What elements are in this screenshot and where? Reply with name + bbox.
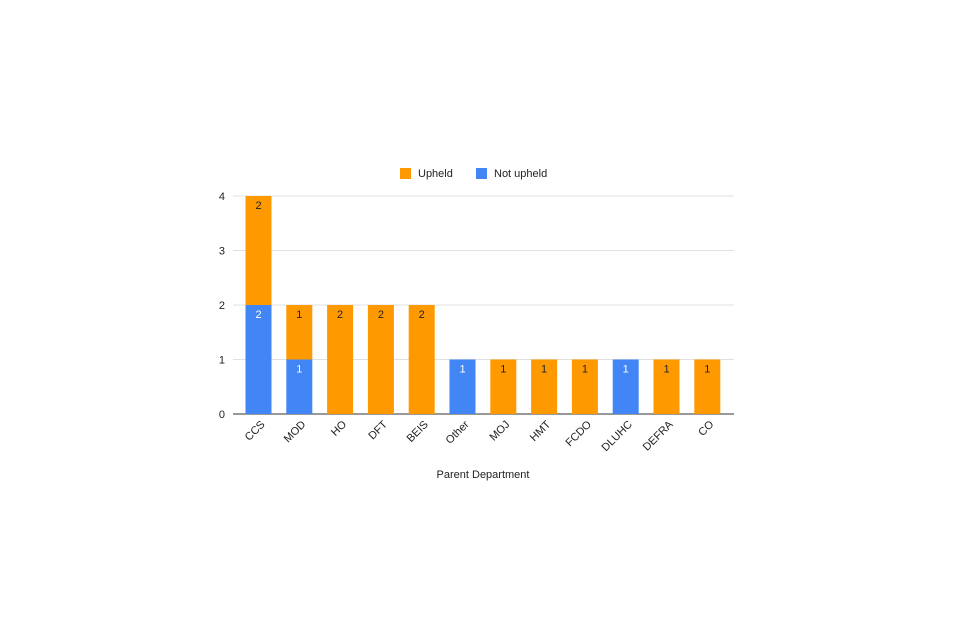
y-tick-label: 4 bbox=[219, 191, 225, 203]
data-label: 1 bbox=[296, 364, 302, 376]
bar-not-upheld bbox=[245, 305, 272, 414]
x-tick-label: Other bbox=[444, 418, 472, 446]
x-tick-label: DLUHC bbox=[600, 419, 635, 454]
x-axis-ticks: CCS MOD HO DFT BEIS Other MOJ HMT FCDO DLUHC DEFRA… bbox=[243, 418, 717, 454]
x-tick-label: BEIS bbox=[405, 419, 431, 445]
bars: 2 2 1 1 2 2 2 1 1 1 1 1 1 1 bbox=[245, 196, 721, 414]
legend-swatch bbox=[476, 168, 487, 179]
bar-upheld bbox=[490, 359, 517, 414]
gridlines bbox=[233, 195, 734, 415]
data-label: 2 bbox=[378, 309, 384, 321]
bar-upheld bbox=[327, 305, 354, 414]
bar-upheld bbox=[653, 359, 680, 414]
bar-upheld bbox=[367, 305, 394, 414]
bar-upheld bbox=[531, 359, 558, 414]
bar-upheld bbox=[571, 359, 598, 414]
y-tick-label: 2 bbox=[219, 300, 225, 312]
data-label: 1 bbox=[296, 309, 302, 321]
data-label: 1 bbox=[704, 364, 710, 376]
data-label: 1 bbox=[623, 364, 629, 376]
bar-not-upheld bbox=[449, 359, 476, 414]
y-tick-label: 0 bbox=[219, 409, 225, 421]
legend-label: Not upheld bbox=[494, 168, 547, 180]
bar-not-upheld bbox=[612, 359, 639, 414]
x-tick-label: DEFRA bbox=[641, 418, 676, 453]
x-tick-label: CCS bbox=[243, 419, 268, 444]
bar-upheld bbox=[408, 305, 435, 414]
x-tick-label: HMT bbox=[528, 418, 554, 444]
data-label: 2 bbox=[337, 309, 343, 321]
data-label: 2 bbox=[255, 309, 261, 321]
data-label: 2 bbox=[419, 309, 425, 321]
x-tick-label: DFT bbox=[366, 418, 390, 442]
y-axis-ticks: 0 1 2 3 4 bbox=[219, 191, 225, 421]
x-tick-label: FCDO bbox=[563, 418, 594, 449]
data-label: 1 bbox=[500, 364, 506, 376]
legend-label: Upheld bbox=[418, 168, 453, 180]
bar-upheld bbox=[694, 359, 721, 414]
data-label: 1 bbox=[459, 364, 465, 376]
bar-not-upheld bbox=[286, 359, 313, 414]
bar-upheld bbox=[286, 305, 313, 360]
y-tick-label: 1 bbox=[219, 355, 225, 367]
data-label: 2 bbox=[255, 200, 261, 212]
legend-swatch bbox=[400, 168, 411, 179]
data-label: 1 bbox=[582, 364, 588, 376]
data-label: 1 bbox=[541, 364, 547, 376]
x-tick-label: MOD bbox=[282, 419, 309, 446]
x-tick-label: HO bbox=[329, 418, 349, 438]
data-label: 1 bbox=[663, 364, 669, 376]
x-tick-label: MOJ bbox=[488, 419, 513, 444]
x-tick-label: CO bbox=[696, 418, 716, 438]
legend: Upheld Not upheld bbox=[400, 168, 547, 180]
y-tick-label: 3 bbox=[219, 246, 225, 258]
x-axis-title: Parent Department bbox=[437, 469, 530, 481]
bar-upheld bbox=[245, 196, 272, 305]
